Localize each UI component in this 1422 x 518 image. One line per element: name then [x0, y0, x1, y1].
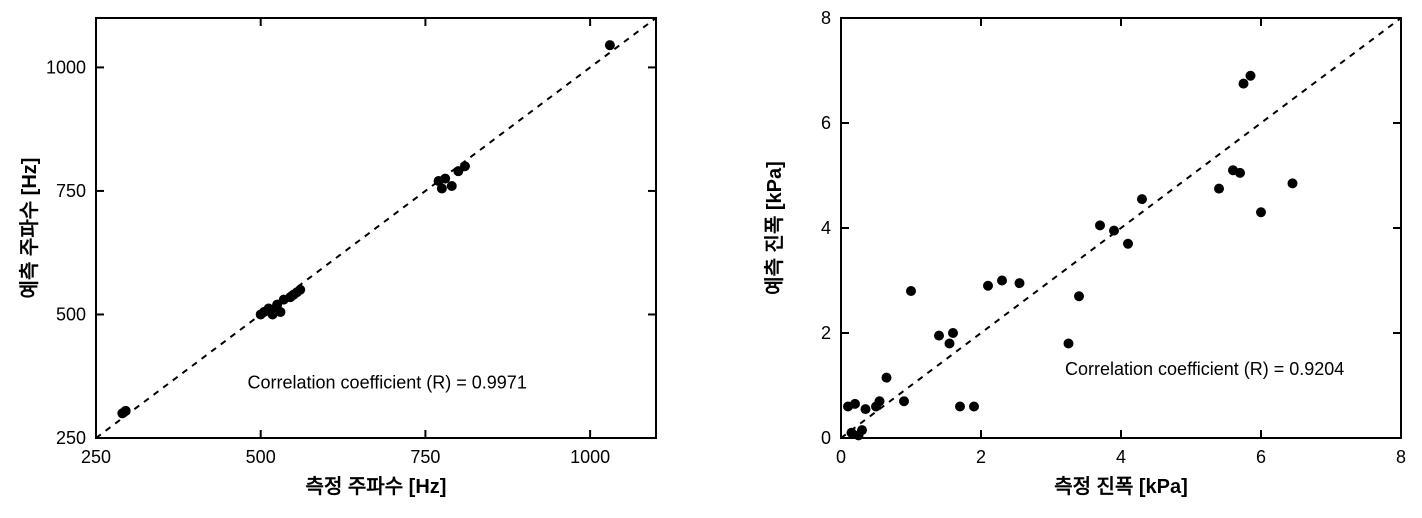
y-tick-label: 1000 [46, 57, 86, 77]
data-point [1235, 167, 1245, 177]
data-point [1256, 207, 1266, 217]
y-tick-label: 0 [821, 428, 831, 448]
x-tick-label: 8 [1396, 447, 1406, 467]
data-point [945, 338, 955, 348]
x-tick-label: 250 [81, 447, 111, 467]
data-point [447, 181, 457, 191]
data-point [1288, 178, 1298, 188]
data-point [1074, 291, 1084, 301]
y-axis-label: 예측 주파수 [Hz] [18, 157, 41, 298]
data-point [1109, 225, 1119, 235]
x-axis-label: 측정 진폭 [kPa] [1054, 475, 1188, 498]
data-point [906, 286, 916, 296]
correlation-annotation: Correlation coefficient (R) = 0.9204 [1065, 359, 1344, 379]
y-tick-label: 4 [821, 218, 831, 238]
figure-container: 250 500 750 1000 250 500 750 1000 Correlation co… [0, 0, 1422, 515]
data-point [934, 330, 944, 340]
y-tick-label: 750 [56, 180, 86, 200]
correlation-annotation: Correlation coefficient (R) = 0.9971 [248, 372, 527, 392]
y-tick-label: 250 [56, 428, 86, 448]
data-point [1246, 70, 1256, 80]
data-point [460, 161, 470, 171]
x-tick-label: 6 [1256, 447, 1266, 467]
data-point [1064, 338, 1074, 348]
y-tick-label: 6 [821, 113, 831, 133]
data-point [121, 405, 131, 415]
data-point [983, 280, 993, 290]
data-point [1239, 78, 1249, 88]
x-tick-label: 4 [1116, 447, 1126, 467]
data-point [955, 401, 965, 411]
y-tick-label: 500 [56, 304, 86, 324]
data-point [1214, 183, 1224, 193]
y-axis-label: 예측 진폭 [kPa] [763, 161, 786, 295]
x-tick-label: 500 [246, 447, 276, 467]
data-point [850, 398, 860, 408]
data-point [969, 401, 979, 411]
x-tick-label: 2 [976, 447, 986, 467]
data-point [275, 307, 285, 317]
data-point [861, 404, 871, 414]
scatter-chart-amplitude: 0 2 4 6 8 0 2 4 6 8 Correlation coefficient (R) = … [756, 0, 1421, 518]
data-point [1015, 278, 1025, 288]
data-point [1095, 220, 1105, 230]
x-tick-label: 750 [410, 447, 440, 467]
x-tick-label: 1000 [570, 447, 610, 467]
y-tick-label: 2 [821, 323, 831, 343]
scatter-chart-frequency: 250 500 750 1000 250 500 750 1000 Correlation co… [1, 0, 676, 518]
data-point [882, 372, 892, 382]
data-point [437, 183, 447, 193]
data-point [875, 396, 885, 406]
data-point [295, 284, 305, 294]
data-point [857, 425, 867, 435]
data-point [899, 396, 909, 406]
data-point [997, 275, 1007, 285]
data-point [1123, 238, 1133, 248]
data-point [948, 328, 958, 338]
x-tick-label: 0 [836, 447, 846, 467]
y-tick-label: 8 [821, 8, 831, 28]
x-axis-label: 측정 주파수 [Hz] [306, 475, 447, 498]
data-point [605, 40, 615, 50]
data-point [1137, 194, 1147, 204]
